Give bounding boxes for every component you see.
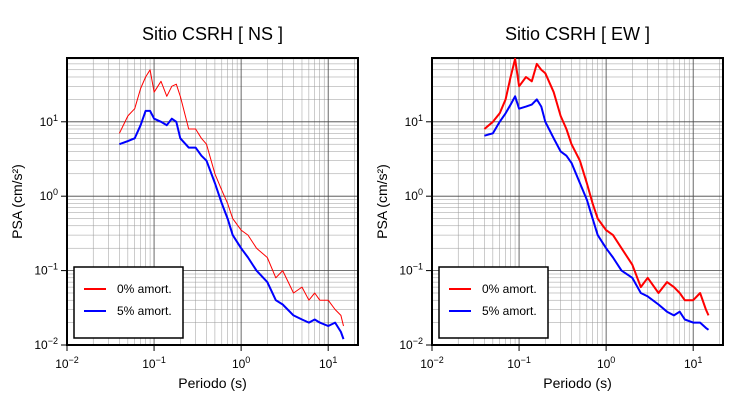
x-axis-label: Periodo (s) [543,375,611,391]
tick-base: 10 [597,357,611,371]
legend-label: 5% amort. [482,304,537,318]
tick-base: 10 [232,357,246,371]
tick-exponent: −2 [69,355,79,365]
tick-base: 10 [55,357,69,371]
tick-base: 10 [405,115,419,129]
chart-title: Sitio CSRH [ EW ] [505,24,650,44]
legend-label: 0% amort. [482,282,537,296]
tick-base: 10 [319,357,333,371]
tick-base: 10 [40,189,54,203]
tick-label: 10−2 [399,336,423,352]
plot-frame [431,57,724,346]
tick-label: 10−1 [34,262,58,278]
tick-base: 10 [420,357,434,371]
tick-exponent: 0 [53,187,58,197]
chart-title: Sitio CSRH [ NS ] [142,24,283,44]
legend-label: 0% amort. [117,282,172,296]
tick-label: 100 [405,187,423,203]
tick-base: 10 [399,264,413,278]
tick-base: 10 [405,189,419,203]
legend-box [73,266,184,339]
series-line [118,69,344,327]
tick-exponent: −1 [413,262,423,272]
tick-exponent: −2 [413,336,423,346]
tick-base: 10 [684,357,698,371]
tick-label: 10−2 [55,355,79,371]
tick-exponent: −1 [156,355,166,365]
tick-label: 100 [232,355,250,371]
tick-label: 10−1 [399,262,423,278]
series-line [483,57,710,316]
tick-label: 10−1 [507,355,531,371]
tick-base: 10 [34,264,48,278]
tick-exponent: 1 [53,113,58,123]
tick-exponent: 0 [245,355,250,365]
plot-frame [66,57,359,346]
tick-label: 101 [405,113,423,129]
tick-label: 101 [319,355,337,371]
series-line [484,95,710,331]
tick-base: 10 [399,338,413,352]
tick-base: 10 [34,338,48,352]
tick-base: 10 [40,115,54,129]
tick-exponent: −1 [48,262,58,272]
series-line [119,109,345,340]
y-axis-label: PSA (cm/s²) [374,164,390,239]
tick-exponent: −2 [434,355,444,365]
legend-box [438,266,549,339]
tick-label: 100 [597,355,615,371]
tick-exponent: 0 [418,187,423,197]
tick-base: 10 [142,357,156,371]
tick-exponent: 1 [332,355,337,365]
tick-exponent: −2 [48,336,58,346]
tick-label: 10−1 [142,355,166,371]
tick-label: 10−2 [34,336,58,352]
tick-label: 100 [40,187,58,203]
x-axis-label: Periodo (s) [178,375,246,391]
tick-exponent: 0 [610,355,615,365]
tick-exponent: 1 [418,113,423,123]
tick-label: 101 [684,355,702,371]
tick-exponent: −1 [521,355,531,365]
y-axis-label: PSA (cm/s²) [9,164,25,239]
tick-label: 101 [40,113,58,129]
tick-exponent: 1 [697,355,702,365]
tick-base: 10 [507,357,521,371]
tick-label: 10−2 [420,355,444,371]
legend-label: 5% amort. [117,304,172,318]
